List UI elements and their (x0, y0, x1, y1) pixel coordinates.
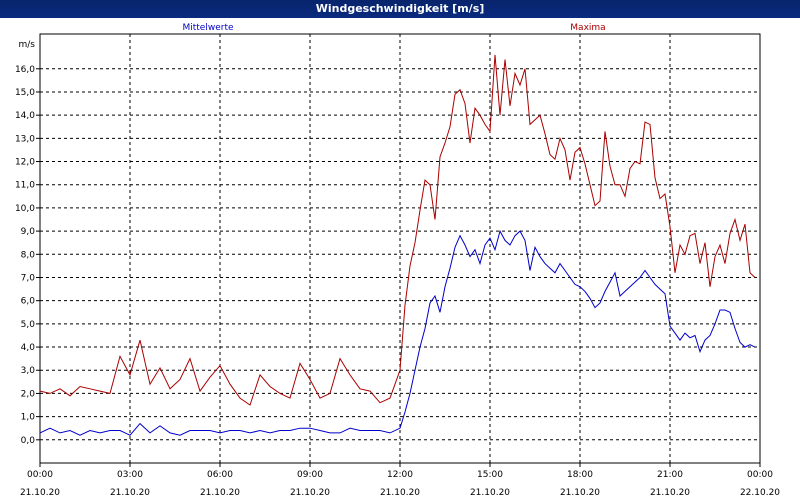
series-line-maxima (39, 54, 756, 406)
y-tick-label: 13,0 (15, 134, 35, 144)
x-tick-time-label: 09:00 (297, 470, 323, 480)
x-tick-time-label: 00:00 (747, 470, 773, 480)
x-tick-date-label: 21.10.20 (380, 488, 420, 498)
x-tick-date-label: 21.10.20 (650, 488, 690, 498)
y-tick-label: 9,0 (21, 227, 36, 237)
x-tick-time-label: 06:00 (207, 470, 233, 480)
y-tick-label: 14,0 (15, 111, 35, 121)
line-chart: 0,0 1,0 2,0 3,0 4,0 5,0 6,0 7,0 8,0 9,0 10,0 11,0 12… (15, 23, 780, 498)
x-tick-time-label: 15:00 (477, 470, 503, 480)
x-tick-date-label: 21.10.20 (560, 488, 600, 498)
y-tick-label: 4,0 (21, 343, 36, 353)
x-tick-date-label: 21.10.20 (200, 488, 240, 498)
y-tick-label: 1,0 (21, 413, 36, 423)
y-axis: 0,0 1,0 2,0 3,0 4,0 5,0 6,0 7,0 8,0 9,0 10,0 11,0 12… (15, 40, 40, 446)
plot-frame (39, 33, 761, 464)
x-tick-time-label: 18:00 (567, 470, 593, 480)
y-tick-label: 5,0 (21, 320, 36, 330)
y-tick-label: 6,0 (21, 297, 36, 307)
y-tick-label: 11,0 (15, 181, 35, 191)
x-tick-date-label: 21.10.20 (20, 488, 60, 498)
x-tick-date-label: 21.10.20 (110, 488, 150, 498)
x-tick-time-label: 21:00 (657, 470, 683, 480)
x-tick-time-label: 00:00 (27, 470, 53, 480)
y-tick-label: 15,0 (15, 88, 35, 98)
x-tick-date-label: 21.10.20 (470, 488, 510, 498)
legend: Mittelwerte Maxima (182, 23, 605, 33)
y-tick-label: 7,0 (21, 273, 36, 283)
y-axis-label: m/s (19, 40, 36, 50)
legend-entry-mittelwerte: Mittelwerte (182, 23, 233, 33)
x-tick-time-label: 03:00 (117, 470, 143, 480)
x-axis: 00:00 21.10.20 03:00 21.10.20 06:00 21.10.20 0… (20, 463, 780, 498)
y-tick-label: 0,0 (21, 436, 36, 446)
x-tick-time-label: 12:00 (387, 470, 413, 480)
legend-entry-maxima: Maxima (570, 23, 605, 33)
x-tick-date-label: 22.10.20 (740, 488, 780, 498)
chart-title-bar: Windgeschwindigkeit [m/s] (0, 0, 800, 18)
chart-title: Windgeschwindigkeit [m/s] (315, 2, 485, 15)
grid-lines (39, 33, 761, 464)
x-tick-date-label: 21.10.20 (290, 488, 330, 498)
y-tick-label: 2,0 (21, 389, 36, 399)
y-tick-label: 12,0 (15, 158, 35, 168)
y-tick-label: 8,0 (21, 250, 36, 260)
y-tick-label: 16,0 (15, 65, 35, 75)
y-tick-label: 10,0 (15, 204, 35, 214)
series-lines (39, 54, 756, 436)
y-tick-label: 3,0 (21, 366, 36, 376)
series-line-mittelwerte (39, 229, 756, 436)
